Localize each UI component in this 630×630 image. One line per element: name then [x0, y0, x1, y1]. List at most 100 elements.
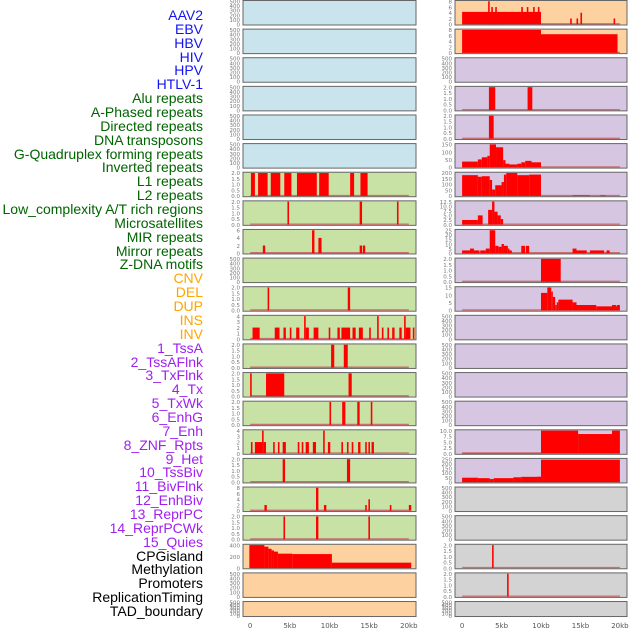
- signal-bar: [462, 11, 541, 25]
- y-tick-label: 0: [449, 366, 453, 372]
- signal-bar: [264, 546, 269, 568]
- signal-bar: [273, 442, 275, 454]
- y-tick-label: 250: [442, 457, 453, 463]
- y-tick-label: 200: [442, 328, 453, 334]
- y-tick-label: 15: [445, 286, 452, 292]
- track-label: Z-DNA motifs: [119, 256, 203, 273]
- track-label: 6_EnhG: [151, 408, 203, 425]
- y-tick-label: 6: [449, 5, 453, 11]
- y-tick-label: 0: [237, 166, 241, 172]
- signal-bar: [489, 144, 497, 168]
- signal-bar: [552, 296, 556, 311]
- signal-bar: [488, 87, 496, 111]
- signal-bar: [572, 248, 577, 254]
- y-tick-label: 200: [442, 357, 453, 363]
- track-label: 13_ReprPC: [129, 505, 203, 522]
- panel-background: [454, 228, 628, 255]
- y-tick-label: 0.0: [443, 137, 452, 143]
- panel-background: [242, 257, 417, 284]
- x-tick-label: 15kb: [360, 622, 378, 630]
- panel-background: [242, 343, 417, 369]
- y-tick-label: 2.0: [231, 171, 240, 177]
- track-label: 9_Het: [165, 450, 203, 467]
- y-tick-label: 300: [442, 495, 453, 501]
- y-tick-label: 1.5: [443, 578, 452, 584]
- y-tick-label: 6: [449, 34, 453, 40]
- signal-bar: [606, 250, 610, 254]
- signal-bar: [351, 442, 354, 454]
- y-tick-label: 1.5: [443, 549, 452, 555]
- panel-background: [242, 200, 417, 226]
- y-tick-label: 6: [237, 492, 241, 498]
- y-tick-label: 0.0: [443, 595, 452, 601]
- signal-bar: [264, 505, 267, 511]
- y-tick-label: 0: [237, 595, 241, 601]
- y-tick-label: 100: [442, 533, 453, 539]
- track-panel: 0.00.51.01.52.0: [231, 343, 417, 372]
- y-tick-label: 200: [442, 71, 453, 77]
- signal-bar: [304, 316, 306, 340]
- y-tick-label: 2.0: [443, 114, 452, 120]
- y-tick-label: 0.5: [231, 532, 240, 538]
- y-tick-label: 0: [449, 480, 453, 486]
- signal-bar: [570, 18, 572, 25]
- track-panel: 0.00.51.01.52.0: [231, 200, 417, 229]
- signal-bar: [268, 548, 272, 568]
- signal-bar: [580, 12, 583, 25]
- signal-bar: [589, 250, 605, 254]
- signal-bar: [408, 505, 412, 511]
- y-tick-label: 500: [230, 257, 241, 263]
- signal-bar: [252, 327, 260, 340]
- y-tick-label: 4: [237, 314, 241, 320]
- y-tick-label: 8: [449, 28, 453, 34]
- y-tick-label: 50: [445, 188, 452, 194]
- y-tick-label: 1.0: [231, 526, 240, 532]
- y-tick-label: 400: [230, 147, 241, 153]
- track-label: 7_Enh: [162, 422, 203, 439]
- signal-bar: [262, 430, 264, 454]
- y-tick-label: 0: [237, 80, 241, 86]
- signal-bar: [612, 305, 616, 311]
- y-tick-label: 0: [237, 452, 241, 458]
- y-tick-label: 100: [230, 104, 241, 110]
- signal-bar: [250, 173, 255, 196]
- y-tick-label: 100: [230, 161, 241, 167]
- panel-background: [454, 400, 628, 427]
- y-tick-label: 500: [230, 0, 241, 6]
- signal-bar: [507, 248, 510, 254]
- signal-bar: [362, 245, 366, 254]
- track-label: 5_TxWk: [151, 395, 203, 412]
- panel-background: [454, 85, 628, 112]
- y-tick-label: 1.5: [443, 120, 452, 126]
- y-tick-label: 500: [230, 143, 241, 149]
- y-tick-label: 4: [449, 40, 453, 46]
- y-tick-label: 0.0: [443, 108, 452, 114]
- y-tick-label: 400: [442, 348, 453, 354]
- signal-bar: [323, 430, 325, 454]
- y-tick-label: 1: [237, 446, 241, 452]
- panel-background: [242, 171, 417, 198]
- panel-background: [242, 57, 417, 83]
- y-tick-label: 4: [449, 11, 453, 17]
- signal-bar: [368, 499, 370, 511]
- y-tick-label: 2.0: [443, 257, 452, 263]
- y-tick-label: 0: [237, 280, 241, 286]
- signal-bar: [282, 459, 286, 483]
- signal-bar: [277, 442, 280, 454]
- signal-bar: [526, 245, 530, 254]
- y-tick-label: 0: [449, 395, 453, 401]
- signal-bar: [331, 562, 412, 568]
- y-tick-label: 1.0: [443, 97, 452, 103]
- y-tick-label: 400: [230, 90, 241, 96]
- signal-bar: [503, 174, 507, 196]
- signal-bar: [368, 442, 370, 454]
- signal-bar: [492, 201, 495, 225]
- signal-bar: [462, 477, 478, 483]
- panel-background: [454, 314, 628, 341]
- y-tick-label: 0: [449, 309, 453, 315]
